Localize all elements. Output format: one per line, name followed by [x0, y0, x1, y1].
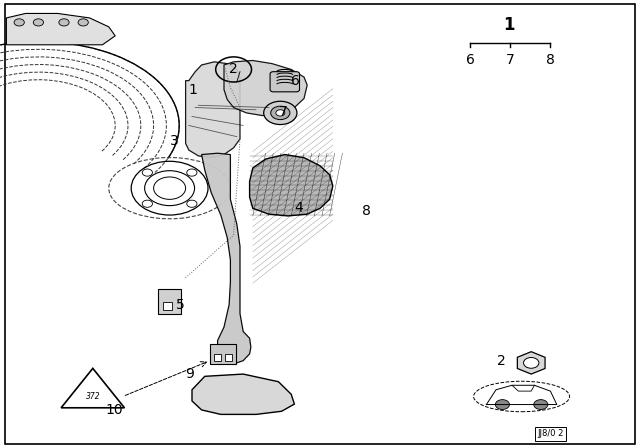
Circle shape	[280, 185, 296, 196]
Bar	[163, 302, 172, 310]
Circle shape	[187, 200, 197, 207]
Text: 7: 7	[278, 105, 287, 119]
Text: 8: 8	[546, 53, 555, 67]
Circle shape	[276, 110, 285, 116]
Polygon shape	[186, 62, 240, 158]
Circle shape	[78, 19, 88, 26]
Circle shape	[142, 169, 152, 176]
Circle shape	[33, 19, 44, 26]
Polygon shape	[250, 155, 333, 216]
Polygon shape	[262, 178, 310, 202]
Text: 5: 5	[176, 297, 185, 312]
Circle shape	[142, 200, 152, 207]
Bar	[158, 289, 181, 314]
Text: 6: 6	[466, 53, 475, 67]
Text: 372: 372	[86, 392, 100, 401]
Text: 10: 10	[106, 403, 124, 417]
Circle shape	[524, 358, 539, 368]
Circle shape	[187, 169, 197, 176]
Text: 1: 1	[503, 16, 515, 34]
Bar	[210, 344, 236, 364]
Bar	[214, 354, 221, 361]
Text: 2: 2	[229, 62, 238, 77]
Circle shape	[534, 400, 548, 409]
Circle shape	[264, 101, 297, 125]
FancyBboxPatch shape	[270, 72, 300, 92]
Polygon shape	[192, 374, 294, 414]
Text: 6: 6	[291, 73, 300, 88]
Circle shape	[271, 106, 290, 120]
Text: JJ8/0 2: JJ8/0 2	[537, 429, 564, 438]
Polygon shape	[61, 368, 124, 408]
Polygon shape	[517, 352, 545, 374]
Circle shape	[495, 400, 509, 409]
Bar	[225, 354, 232, 361]
Circle shape	[14, 19, 24, 26]
Polygon shape	[224, 60, 307, 116]
Polygon shape	[202, 153, 251, 363]
Text: 3: 3	[170, 134, 179, 148]
Polygon shape	[6, 13, 115, 45]
Text: 4: 4	[294, 201, 303, 215]
Circle shape	[284, 188, 292, 193]
Text: 7: 7	[506, 53, 515, 67]
Text: 8: 8	[362, 203, 371, 218]
Text: 1: 1	[189, 82, 198, 97]
Text: 2: 2	[497, 353, 506, 368]
Text: 9: 9	[186, 367, 195, 381]
Circle shape	[59, 19, 69, 26]
